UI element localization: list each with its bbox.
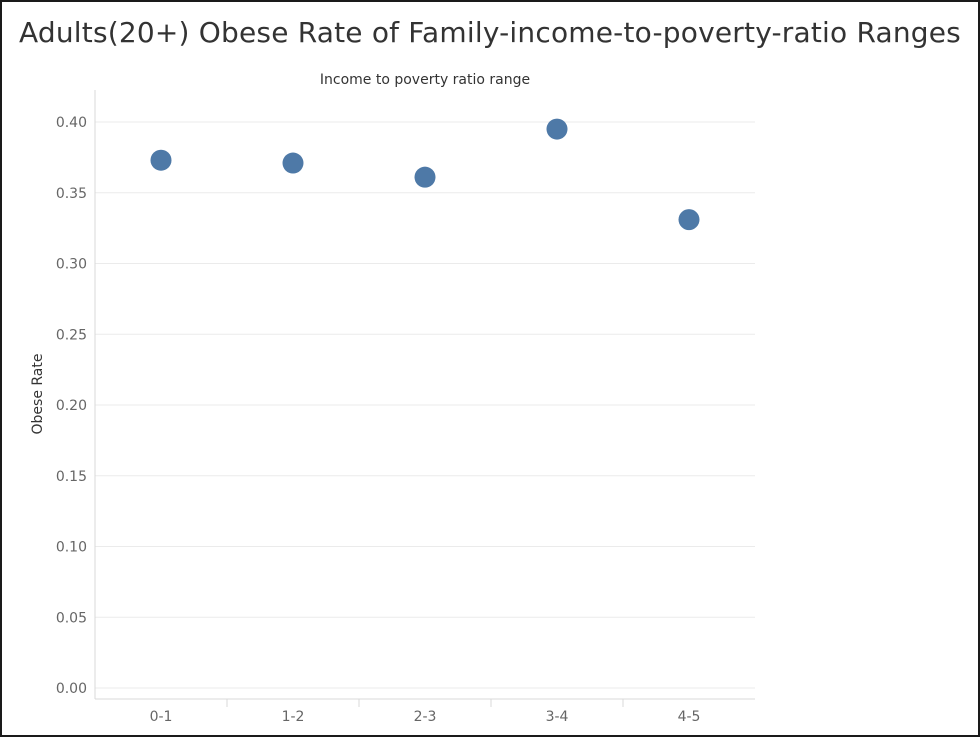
data-point	[678, 209, 700, 231]
y-tick-label: 0.25	[56, 327, 87, 343]
y-tick-label: 0.05	[56, 610, 87, 626]
y-tick-label: 0.15	[56, 469, 87, 485]
y-tick-label: 0.20	[56, 398, 87, 414]
data-point	[546, 118, 568, 140]
y-tick-label: 0.35	[56, 186, 87, 202]
x-axis-title: Income to poverty ratio range	[320, 72, 530, 88]
x-tick-label: 3-4	[546, 709, 569, 725]
x-tick-label: 1-2	[282, 709, 305, 725]
data-point	[282, 152, 304, 174]
x-tick-label: 2-3	[414, 709, 437, 725]
y-tick-label: 0.40	[56, 115, 87, 131]
y-tick-label: 0.30	[56, 257, 87, 273]
x-tick-label: 0-1	[150, 709, 173, 725]
chart-title: Adults(20+) Obese Rate of Family-income-…	[19, 16, 961, 49]
data-point	[414, 166, 436, 188]
data-point	[150, 149, 172, 171]
x-tick-label: 4-5	[678, 709, 701, 725]
y-axis-title: Obese Rate	[30, 354, 46, 435]
y-tick-label: 0.10	[56, 540, 87, 556]
y-tick-label: 0.00	[56, 681, 87, 697]
